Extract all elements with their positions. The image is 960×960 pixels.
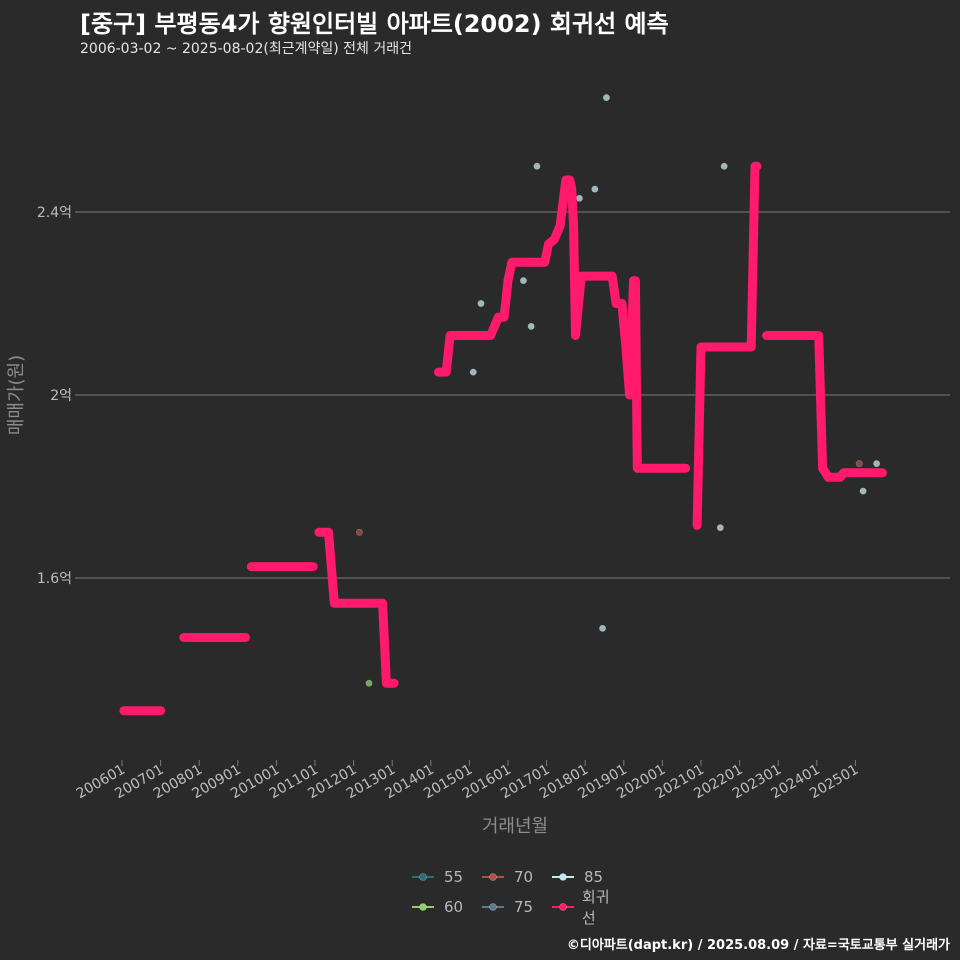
- scatter-points: [355, 94, 881, 687]
- scatter-point: [716, 524, 724, 532]
- legend-key-icon: [412, 903, 434, 911]
- regression-line: [434, 175, 691, 473]
- legend-label: 60: [444, 898, 464, 916]
- y-tick-label: 2억: [50, 388, 72, 404]
- legend-item: 85: [550, 866, 620, 888]
- scatter-point: [469, 368, 477, 376]
- y-tick-label: 1.6억: [37, 571, 72, 587]
- legend: 55 70 85 60 75 회귀선: [410, 866, 620, 927]
- legend-label: 회귀선: [581, 888, 610, 927]
- chart-subtitle: 2006-03-02 ~ 2025-08-02(최근계약일) 전체 거래건: [80, 41, 412, 57]
- scatter-point: [355, 528, 363, 536]
- legend-key-icon: [552, 903, 574, 911]
- scatter-point: [365, 679, 373, 687]
- scatter-point: [720, 162, 728, 170]
- y-tick-label: 2.4억: [37, 205, 72, 221]
- legend-item: 60: [410, 896, 480, 918]
- legend-key-icon: [412, 873, 434, 881]
- x-axis-ticks: 2006012007012008012009012010012011012012…: [74, 760, 861, 802]
- y-axis-ticks: 1.6억 2억 2.4억: [37, 205, 80, 587]
- legend-item: 70: [480, 866, 550, 888]
- legend-label: 55: [444, 868, 464, 886]
- x-axis-title: 거래년월: [481, 816, 549, 837]
- scatter-point: [591, 185, 599, 193]
- gridlines: [80, 211, 950, 579]
- legend-item: 55: [410, 866, 480, 888]
- legend-item: 회귀선: [550, 888, 620, 927]
- scatter-point: [599, 624, 607, 632]
- legend-label: 85: [584, 868, 604, 886]
- legend-key-icon: [482, 873, 504, 881]
- legend-item: 75: [480, 896, 550, 918]
- scatter-point: [859, 487, 867, 495]
- legend-key-icon: [552, 873, 574, 881]
- regression-line: [692, 161, 762, 530]
- scatter-point: [527, 322, 535, 330]
- scatter-point: [519, 277, 527, 285]
- regression-lines: [119, 161, 887, 716]
- regression-line: [314, 527, 399, 688]
- scatter-point: [477, 299, 485, 307]
- scatter-point: [873, 460, 881, 468]
- source-credit: ©디아파트(dapt.kr) / 2025.08.09 / 자료=국토교통부 실…: [566, 938, 950, 953]
- legend-label: 70: [514, 868, 534, 886]
- regression-line: [762, 331, 887, 482]
- scatter-point: [533, 162, 541, 170]
- scatter-point: [855, 460, 863, 468]
- legend-key-icon: [482, 903, 504, 911]
- chart-title: [중구] 부평동4가 향원인터빌 아파트(2002) 회귀선 예측: [80, 10, 669, 38]
- scatter-point: [602, 94, 610, 102]
- scatter-point: [575, 194, 583, 202]
- legend-label: 75: [514, 898, 534, 916]
